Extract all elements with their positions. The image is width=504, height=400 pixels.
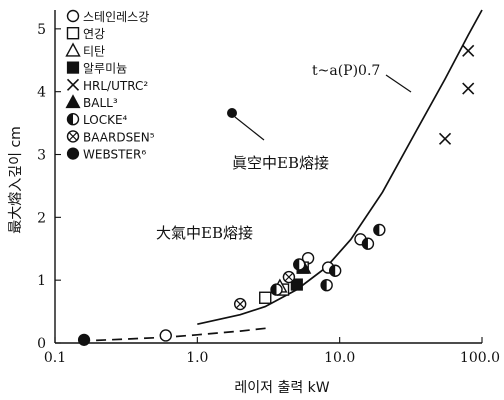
y-tick-label: 1 bbox=[37, 273, 46, 289]
x-axis-label: 레이저 출력 kW bbox=[234, 380, 329, 396]
legend-label: WEBSTER⁶ bbox=[83, 148, 146, 162]
y-tick-label: 0 bbox=[37, 336, 46, 352]
vacuum-eb-marker bbox=[227, 108, 237, 118]
curve-formula-leader bbox=[385, 74, 412, 93]
vacuum-eb-label: 眞空中EB熔接 bbox=[232, 154, 329, 172]
vacuum-eb-leader bbox=[234, 116, 265, 141]
y-axis-label: 最大熔入깊이 cm bbox=[8, 126, 24, 234]
x-ticks: 0.1 1.0 10.0 100.0 bbox=[44, 337, 500, 366]
x-tick-label: 10.0 bbox=[324, 350, 355, 366]
legend-marker bbox=[66, 147, 80, 160]
x-tick-label: 100.0 bbox=[460, 350, 500, 366]
data-point bbox=[462, 82, 475, 95]
data-points bbox=[77, 44, 475, 346]
legend-marker-cross bbox=[68, 132, 78, 141]
legend-marker-fill bbox=[67, 113, 73, 125]
curve-formula-label: t~a(P)0.7 bbox=[312, 63, 380, 79]
legend-label: 알루미늄 bbox=[83, 62, 127, 76]
legend-marker bbox=[66, 78, 80, 91]
legend-label: BAARDSEN⁵ bbox=[83, 130, 155, 144]
legend-label: 티탄 bbox=[83, 44, 105, 58]
y-tick-label: 2 bbox=[37, 210, 46, 226]
legend-marker bbox=[65, 94, 81, 109]
legend-label: 스테인레스강 bbox=[83, 10, 149, 24]
data-point bbox=[462, 44, 475, 57]
data-point-cross bbox=[284, 272, 294, 282]
legend-marker bbox=[66, 27, 80, 40]
data-point-fill bbox=[329, 265, 336, 277]
legend-label: LOCKE⁴ bbox=[83, 113, 128, 127]
data-point-fill bbox=[373, 224, 380, 236]
legend-label: 연강 bbox=[83, 27, 105, 41]
data-point-fill bbox=[271, 284, 277, 296]
data-point-fill bbox=[362, 238, 368, 250]
data-point bbox=[290, 278, 303, 291]
legend-label: HRL/UTRC² bbox=[83, 79, 148, 93]
data-point bbox=[259, 291, 272, 304]
data-point bbox=[77, 333, 91, 346]
y-ticks: 0 1 2 3 4 5 bbox=[37, 22, 61, 352]
data-point bbox=[438, 132, 452, 145]
dashed-curve bbox=[80, 327, 270, 342]
y-tick-label: 4 bbox=[37, 85, 46, 101]
data-point-fill bbox=[293, 258, 300, 270]
atmospheric-eb-label: 大氣中EB熔接 bbox=[156, 224, 253, 242]
x-tick-label: 0.1 bbox=[44, 350, 66, 366]
legend-marker bbox=[65, 42, 81, 57]
legend-marker bbox=[66, 9, 80, 23]
legend-label: BALL³ bbox=[83, 96, 118, 110]
x-tick-label: 1.0 bbox=[186, 350, 208, 366]
power-law-curve bbox=[197, 9, 483, 326]
y-tick-label: 3 bbox=[37, 148, 46, 164]
y-tick-label: 5 bbox=[37, 22, 46, 38]
data-point bbox=[159, 329, 172, 342]
data-point-cross bbox=[235, 299, 245, 309]
legend-marker bbox=[66, 61, 80, 74]
data-point-fill bbox=[321, 279, 327, 291]
fit-curves bbox=[80, 9, 483, 342]
